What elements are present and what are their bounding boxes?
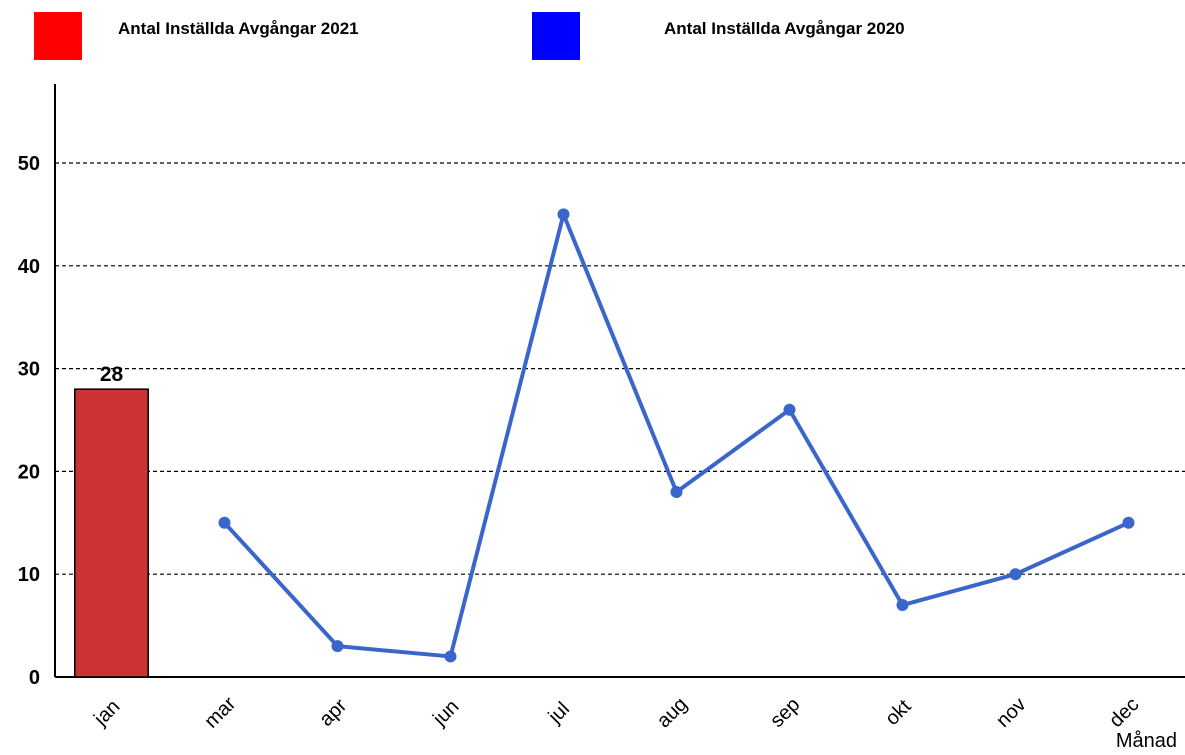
x-tick-label: mar — [200, 693, 240, 733]
x-tick-label: jan — [89, 696, 124, 731]
x-tick-label: jun — [428, 696, 463, 731]
series-line-2020 — [223, 212, 1130, 659]
y-tick-label: 0 — [29, 667, 40, 689]
x-tick-label: aug — [653, 693, 692, 732]
x-tick-label: dec — [1105, 694, 1143, 732]
legend-label-2020: Antal Inställda Avgångar 2020 — [664, 19, 905, 38]
x-tick-label: apr — [315, 695, 351, 731]
x-tick-label: nov — [992, 694, 1030, 732]
y-tick-label: 40 — [18, 256, 40, 278]
data-point — [218, 516, 231, 529]
legend-swatch-2020 — [532, 12, 580, 60]
x-tick-label: sep — [766, 694, 804, 732]
x-tick-label: jul — [544, 698, 574, 728]
x-axis-title: Månad — [1115, 730, 1177, 752]
y-tick-label: 30 — [18, 359, 40, 381]
data-point — [557, 208, 570, 221]
data-point — [670, 485, 683, 498]
data-point — [896, 599, 909, 612]
data-label: 28 — [100, 363, 124, 386]
data-point — [783, 403, 796, 416]
legend-label-2021: Antal Inställda Avgångar 2021 — [118, 19, 359, 38]
legend-swatch-2021 — [34, 12, 82, 60]
data-point — [331, 640, 344, 653]
data-point — [444, 650, 457, 663]
bar — [74, 388, 149, 678]
y-tick-label: 10 — [18, 564, 40, 586]
data-point — [1122, 516, 1135, 529]
y-tick-label: 50 — [18, 153, 40, 175]
y-tick-label: 20 — [18, 461, 40, 483]
x-tick-label: okt — [881, 695, 916, 730]
data-point — [1009, 568, 1022, 581]
